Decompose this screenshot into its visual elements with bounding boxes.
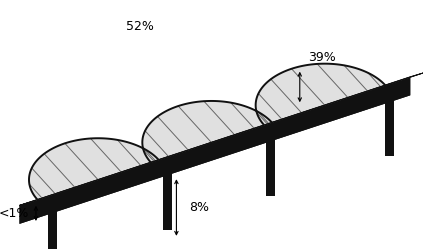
Polygon shape [29,138,159,200]
Text: 39%: 39% [308,51,336,64]
Polygon shape [163,164,172,230]
Polygon shape [20,72,424,205]
Text: 8%: 8% [189,201,209,214]
Polygon shape [20,77,410,224]
Polygon shape [142,101,272,162]
Polygon shape [385,91,394,156]
Polygon shape [20,72,424,205]
Text: <1%: <1% [0,207,29,220]
Polygon shape [266,130,275,196]
Polygon shape [48,202,57,250]
Polygon shape [256,64,385,125]
Polygon shape [48,202,57,250]
Polygon shape [163,164,172,230]
Polygon shape [385,91,394,156]
Polygon shape [20,77,410,224]
Polygon shape [266,130,275,196]
Text: 52%: 52% [126,20,154,32]
